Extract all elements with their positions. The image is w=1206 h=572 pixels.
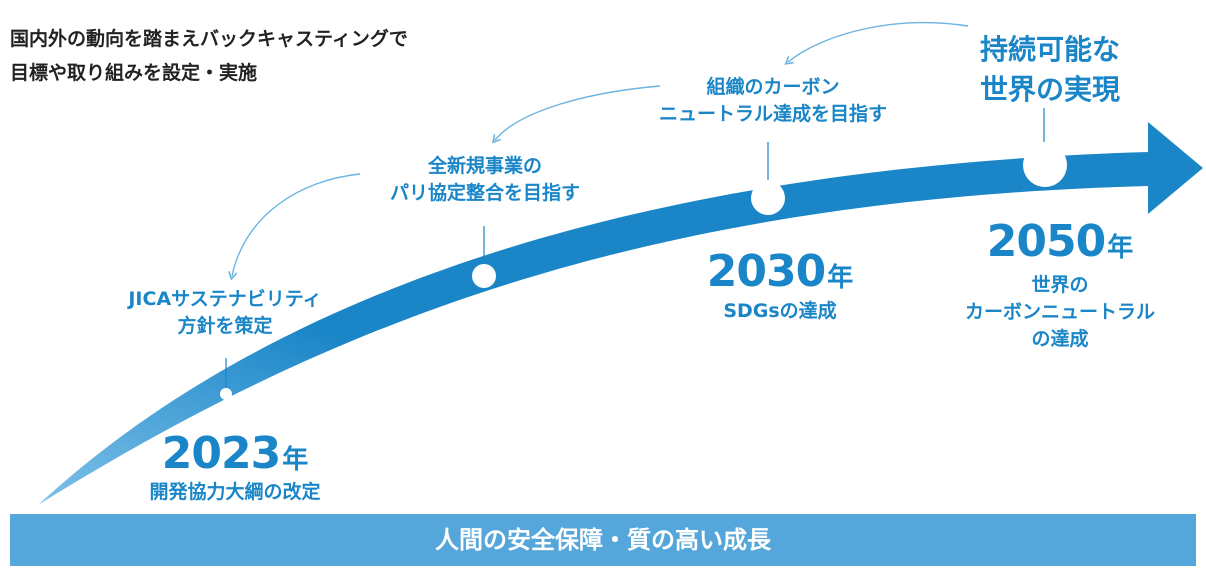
backcast-arrow-2: [492, 85, 661, 144]
goal-2030-line-2: ニュートラル達成を目指す: [658, 103, 887, 125]
heading-line-1: 国内外の動向を踏まえバックキャスティングで: [10, 28, 408, 50]
backcast-arrow-1: [228, 173, 361, 281]
goal-2030-line-1: 組織のカーボン: [706, 76, 840, 98]
goal-2023-line-1: JICAサステナビリティ: [128, 288, 322, 310]
year-2050-number: 2050: [986, 216, 1106, 267]
desc-2050-line-1: 世界の: [1031, 274, 1089, 296]
goal-paris: 全新規事業の パリ協定整合を目指す: [355, 153, 615, 207]
goal-paris-line-2: パリ協定整合を目指す: [389, 182, 580, 204]
diagram-heading: 国内外の動向を踏まえバックキャスティングで 目標や取り組みを設定・実施: [10, 22, 408, 90]
year-2023-unit: 年: [282, 445, 309, 475]
milestone-dot-paris: [472, 264, 496, 288]
bottom-banner: 人間の安全保障・質の高い成長: [10, 514, 1196, 566]
desc-2050-line-2: カーボンニュートラル: [964, 301, 1155, 323]
goal-2050-line-1: 持続可能な: [979, 33, 1120, 66]
desc-2050-line-3: の達成: [1031, 328, 1089, 350]
milestone-dot-2030: [751, 181, 785, 215]
goal-paris-line-1: 全新規事業の: [427, 155, 542, 177]
desc-2023: 開発協力大綱の改定: [110, 479, 360, 506]
goal-2050-line-2: 世界の実現: [979, 73, 1120, 106]
year-2050-unit: 年: [1107, 233, 1134, 263]
year-2030: 2030年: [705, 250, 855, 294]
milestone-dot-2023: [220, 388, 232, 400]
goal-2023-line-2: 方針を策定: [177, 315, 273, 337]
heading-line-2: 目標や取り組みを設定・実施: [10, 62, 258, 84]
year-2030-number: 2030: [706, 246, 826, 297]
milestone-dot-2050: [1023, 143, 1067, 187]
desc-2030: SDGsの達成: [680, 298, 880, 325]
desc-2050: 世界の カーボンニュートラル の達成: [960, 272, 1160, 353]
goal-2023: JICAサステナビリティ 方針を策定: [90, 286, 360, 340]
year-2050: 2050年: [975, 220, 1145, 264]
desc-2030-line-1: SDGsの達成: [723, 300, 837, 322]
timeline-arrow: [38, 122, 1203, 505]
goal-2050: 持続可能な 世界の実現: [950, 30, 1150, 110]
backcast-arrow-3: [784, 21, 969, 65]
year-2023: 2023年: [160, 432, 310, 476]
year-2030-unit: 年: [827, 263, 854, 293]
year-2023-number: 2023: [161, 428, 281, 479]
desc-2023-line-1: 開発協力大綱の改定: [149, 481, 321, 503]
goal-2030: 組織のカーボン ニュートラル達成を目指す: [628, 74, 918, 128]
